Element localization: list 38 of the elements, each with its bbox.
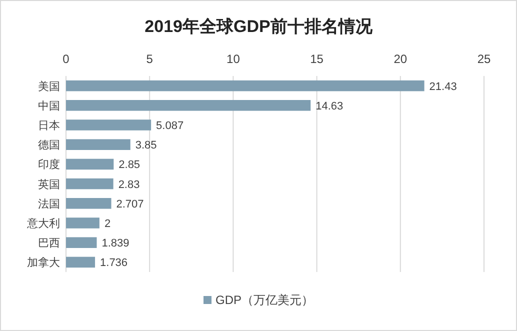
- data-label: 5.087: [156, 120, 184, 132]
- bar: [66, 218, 100, 228]
- data-label: 2: [104, 218, 111, 230]
- data-label: 2.707: [116, 198, 144, 210]
- y-tick-label: 中国: [38, 99, 60, 112]
- y-tick-label: 印度: [38, 158, 60, 172]
- data-label: 21.43: [429, 80, 457, 93]
- x-tick-label: 10: [226, 52, 240, 66]
- data-label: 1.839: [102, 238, 130, 250]
- y-tick-label: 日本: [38, 119, 60, 132]
- data-label: 14.63: [316, 100, 344, 112]
- x-tick-label: 15: [310, 52, 324, 66]
- data-label: 2.85: [118, 159, 140, 172]
- bar: [66, 178, 114, 190]
- x-tick-label: 5: [146, 52, 154, 66]
- bar: [66, 100, 311, 111]
- y-tick-label: 英国: [38, 178, 60, 191]
- y-tick-label: 法国: [38, 197, 60, 210]
- bar: [66, 198, 112, 209]
- bar: [66, 80, 424, 92]
- y-tick-label: 美国: [38, 80, 60, 93]
- bar: [66, 237, 97, 248]
- x-tick-label: 25: [477, 52, 491, 66]
- bar: [66, 120, 152, 130]
- chart-title: 2019年全球GDP前十排名情况: [144, 17, 374, 36]
- y-tick-label: 加拿大: [27, 256, 60, 270]
- bar: [66, 139, 130, 150]
- x-tick-label: 0: [62, 52, 70, 66]
- y-tick-label: 德国: [38, 140, 60, 152]
- bar: [66, 158, 114, 170]
- y-tick-label: 巴西: [38, 238, 60, 250]
- data-label: 2.83: [118, 178, 140, 191]
- legend-label: GDP（万亿美元）: [215, 293, 314, 307]
- data-label: 3.85: [135, 140, 157, 152]
- data-label: 1.736: [100, 257, 128, 270]
- y-tick-label: 意大利: [26, 217, 60, 230]
- bar: [66, 256, 96, 268]
- x-tick-label: 20: [394, 52, 408, 66]
